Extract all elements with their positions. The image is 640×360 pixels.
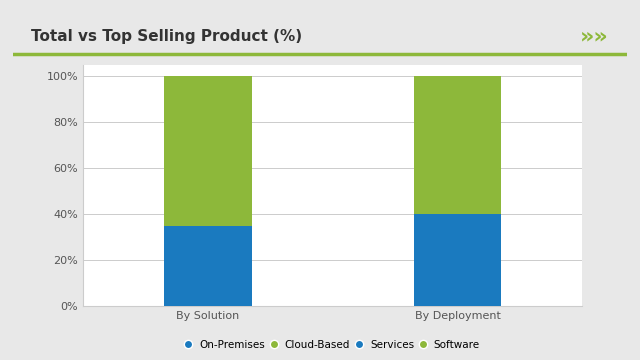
Text: »»: »» (580, 27, 609, 46)
Bar (164, 226, 252, 306)
Bar (414, 76, 501, 214)
Bar (414, 214, 501, 306)
Text: Total vs Top Selling Product (%): Total vs Top Selling Product (%) (31, 29, 302, 44)
Legend: On-Premises, Cloud-Based, Services, Software: On-Premises, Cloud-Based, Services, Soft… (182, 336, 484, 354)
Bar (164, 76, 252, 226)
